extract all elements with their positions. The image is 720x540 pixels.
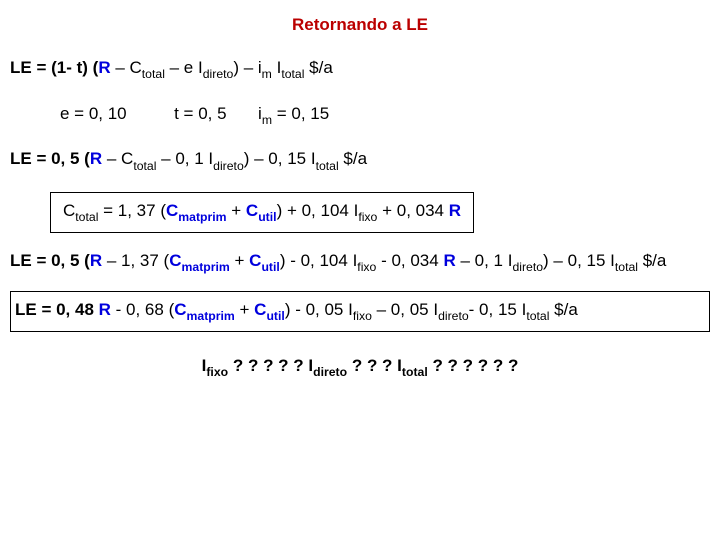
eq4-Cmp: C [169, 251, 181, 270]
eq4-p4: ) - 0, 104 I [280, 251, 357, 270]
q-sdir: direto [313, 365, 347, 379]
eq3-p4: ) + 0, 104 I [277, 201, 359, 220]
eq1-p6: $/a [304, 58, 332, 77]
eq4-p2: – 1, 37 ( [102, 251, 169, 270]
eq4-stot: total [615, 260, 638, 274]
eq2-p4: ) – 0, 15 I [244, 149, 316, 168]
eq4-p3: + [230, 251, 249, 270]
eq5-p1: LE = 0, 48 [15, 300, 99, 319]
eq4-p6: – 0, 1 I [456, 251, 513, 270]
eq3-p5: + 0, 034 [377, 201, 448, 220]
eq1-R: R [98, 58, 110, 77]
parameter-values: e = 0, 10 t = 0, 5 im = 0, 15 [10, 101, 710, 129]
param-e: e = 0, 10 [60, 104, 127, 123]
eq5-p3: + [235, 300, 254, 319]
eq4-R: R [90, 251, 102, 270]
param-im-post: = 0, 15 [272, 104, 329, 123]
eq5-stot: total [526, 309, 549, 323]
q-q2: ? ? ? I [347, 356, 402, 375]
title-text: Retornando a LE [292, 15, 428, 34]
eq1-sub-total1: total [142, 67, 165, 81]
q-stot: total [402, 365, 428, 379]
equation-le-final-box: LE = 0, 48 R - 0, 68 (Cmatprim + Cutil) … [10, 291, 710, 331]
eq1-p4: ) – i [233, 58, 261, 77]
eq5-Cmp: C [174, 300, 186, 319]
eq4-R2: R [443, 251, 455, 270]
eq2-s3: total [316, 159, 339, 173]
eq4-p1: LE = 0, 5 ( [10, 251, 90, 270]
eq4-Cut: C [249, 251, 261, 270]
param-t: t = 0, 5 [174, 104, 226, 123]
eq1-p3: – e I [165, 58, 203, 77]
eq5-p7: $/a [549, 300, 577, 319]
eq3-sfixo: fixo [358, 210, 377, 224]
eq2-s1: total [133, 159, 156, 173]
eq5-sfixo: fixo [353, 309, 372, 323]
eq5-p2: - 0, 68 ( [111, 300, 174, 319]
eq2-p5: $/a [339, 149, 367, 168]
eq3-stotal: total [75, 210, 98, 224]
eq5-R: R [99, 300, 111, 319]
eq1-p1: LE = (1- t) ( [10, 58, 98, 77]
eq4-sfixo: fixo [357, 260, 376, 274]
eq5-Cut: C [254, 300, 266, 319]
eq3-sut: util [258, 210, 276, 224]
q-sfixo: fixo [206, 365, 228, 379]
eq5-p5: – 0, 05 I [372, 300, 438, 319]
eq2-s2: direto [213, 159, 244, 173]
eq1-sub-total2: total [281, 67, 304, 81]
eq3-p2: = 1, 37 ( [98, 201, 166, 220]
equation-le-substituted: LE = 0, 5 (R – Ctotal – 0, 1 Idireto) – … [10, 146, 710, 174]
param-im-sub: m [262, 113, 272, 127]
eq4-sdir: direto [512, 260, 543, 274]
eq1-sub-direto1: direto [203, 67, 234, 81]
eq3-Cmp: C [166, 201, 178, 220]
ctotal-box: Ctotal = 1, 37 (Cmatprim + Cutil) + 0, 1… [10, 192, 710, 248]
eq5-p4: ) - 0, 05 I [285, 300, 353, 319]
eq3-smp: matprim [178, 210, 226, 224]
page-title: Retornando a LE [10, 15, 710, 35]
eq3-Cut: C [246, 201, 258, 220]
eq4-smp: matprim [182, 260, 230, 274]
eq3-RR: R [449, 201, 461, 220]
eq4-p8: $/a [638, 251, 666, 270]
eq3-p1: C [63, 201, 75, 220]
eq5-smp: matprim [187, 309, 235, 323]
eq2-p3: – 0, 1 I [156, 149, 213, 168]
eq3-p3: + [227, 201, 246, 220]
eq4-p7: ) – 0, 15 I [543, 251, 615, 270]
eq1-p2: – C [111, 58, 142, 77]
eq5-sdir: direto [438, 309, 469, 323]
eq1-sub-m: m [262, 67, 272, 81]
q-q3: ? ? ? ? ? ? [428, 356, 519, 375]
eq4-sut: util [261, 260, 279, 274]
eq5-sut: util [266, 309, 284, 323]
equation-le-expanded: LE = 0, 5 (R – 1, 37 (Cmatprim + Cutil) … [10, 249, 710, 276]
equation-le-general: LE = (1- t) (R – Ctotal – e Idireto) – i… [10, 55, 710, 83]
eq1-p5: I [272, 58, 281, 77]
q-q1: ? ? ? ? ? I [228, 356, 313, 375]
eq2-p2: – C [102, 149, 133, 168]
question-line: Ifixo ? ? ? ? ? Idireto ? ? ? Itotal ? ?… [10, 356, 710, 378]
eq2-p1: LE = 0, 5 ( [10, 149, 90, 168]
eq5-p6: - 0, 15 I [469, 300, 527, 319]
eq4-p5: - 0, 034 [376, 251, 443, 270]
eq2-R: R [90, 149, 102, 168]
